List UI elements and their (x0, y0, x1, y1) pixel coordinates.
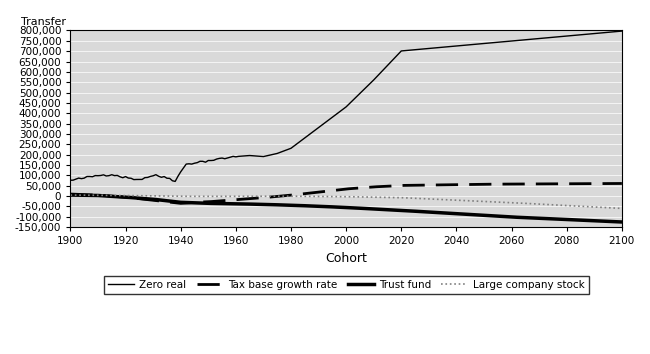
Zero real (66, 178, 74, 182)
Trust fund (70, 193, 77, 197)
Tax base growth rate (177, 201, 185, 205)
Tax base growth rate (270, 195, 278, 199)
Zero real (172, 179, 179, 183)
Tax base growth rate (301, 192, 309, 196)
Zero real (270, 152, 278, 156)
Large company stock (571, 204, 579, 208)
Zero real (574, 33, 582, 37)
Large company stock (268, 194, 276, 198)
Trust fund (116, 195, 124, 199)
Tax base growth rate (618, 181, 626, 185)
Tax base growth rate (367, 185, 375, 189)
Trust fund (298, 204, 306, 208)
Trust fund (268, 202, 276, 207)
Large company stock (298, 194, 306, 199)
Text: Transfer: Transfer (21, 17, 66, 27)
Line: Large company stock: Large company stock (70, 195, 622, 209)
Zero real (70, 178, 77, 182)
Line: Trust fund: Trust fund (70, 195, 622, 222)
Line: Tax base growth rate: Tax base growth rate (70, 183, 622, 203)
Legend: Zero real, Tax base growth rate, Trust fund, Large company stock: Zero real, Tax base growth rate, Trust f… (103, 276, 589, 294)
Large company stock (618, 206, 626, 211)
Zero real (367, 80, 375, 85)
Trust fund (66, 193, 74, 197)
Trust fund (618, 220, 626, 224)
Large company stock (364, 195, 372, 199)
Large company stock (116, 193, 124, 198)
Zero real (618, 29, 626, 33)
Line: Zero real: Zero real (70, 31, 622, 181)
Zero real (116, 175, 124, 179)
Large company stock (66, 193, 74, 197)
Large company stock (70, 193, 77, 197)
Tax base growth rate (70, 192, 77, 196)
Trust fund (571, 218, 579, 222)
Zero real (301, 136, 309, 140)
Tax base growth rate (574, 182, 582, 186)
Trust fund (364, 206, 372, 211)
X-axis label: Cohort: Cohort (325, 252, 367, 265)
Tax base growth rate (66, 192, 74, 196)
Tax base growth rate (116, 195, 124, 199)
